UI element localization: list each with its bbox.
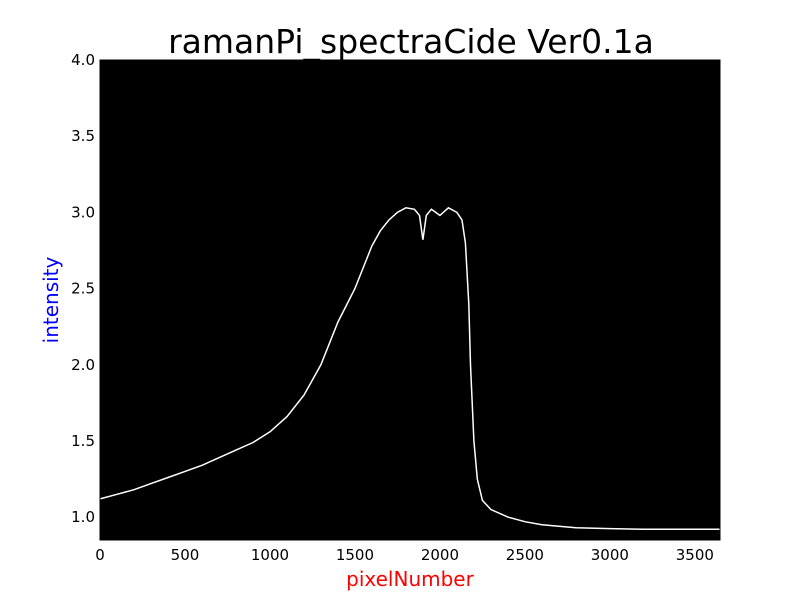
x-axis-label: pixelNumber: [346, 567, 474, 591]
chart-title: ramanPi_spectraCide Ver0.1a: [168, 22, 654, 61]
x-tick-label: 0: [95, 546, 105, 564]
x-tick-label: 3500: [676, 546, 714, 564]
plot-area: [100, 60, 720, 540]
x-tick-label: 1000: [251, 546, 289, 564]
x-tick-label: 3000: [591, 546, 629, 564]
x-tick-label: 2000: [421, 546, 459, 564]
y-tick-label: 1.5: [71, 432, 95, 450]
y-tick-label: 3.0: [71, 203, 95, 221]
y-tick-label: 2.0: [71, 356, 95, 374]
y-axis: 1.0 1.5 2.0 2.5 3.0 3.5 4.0: [71, 51, 720, 526]
y-tick-label: 2.5: [71, 280, 95, 298]
x-axis: 0 500 1000 1500 2000 2500 3000 3500: [95, 60, 714, 564]
x-tick-label: 1500: [336, 546, 374, 564]
y-tick-label: 1.0: [71, 508, 95, 526]
x-tick-label: 2500: [506, 546, 544, 564]
plot-frame: [99, 59, 721, 541]
intensity-series-line: [99, 206, 720, 531]
y-tick-label: 4.0: [71, 51, 95, 69]
x-tick-label: 500: [171, 546, 200, 564]
y-tick-label: 3.5: [71, 127, 95, 145]
y-axis-label: intensity: [39, 256, 63, 343]
